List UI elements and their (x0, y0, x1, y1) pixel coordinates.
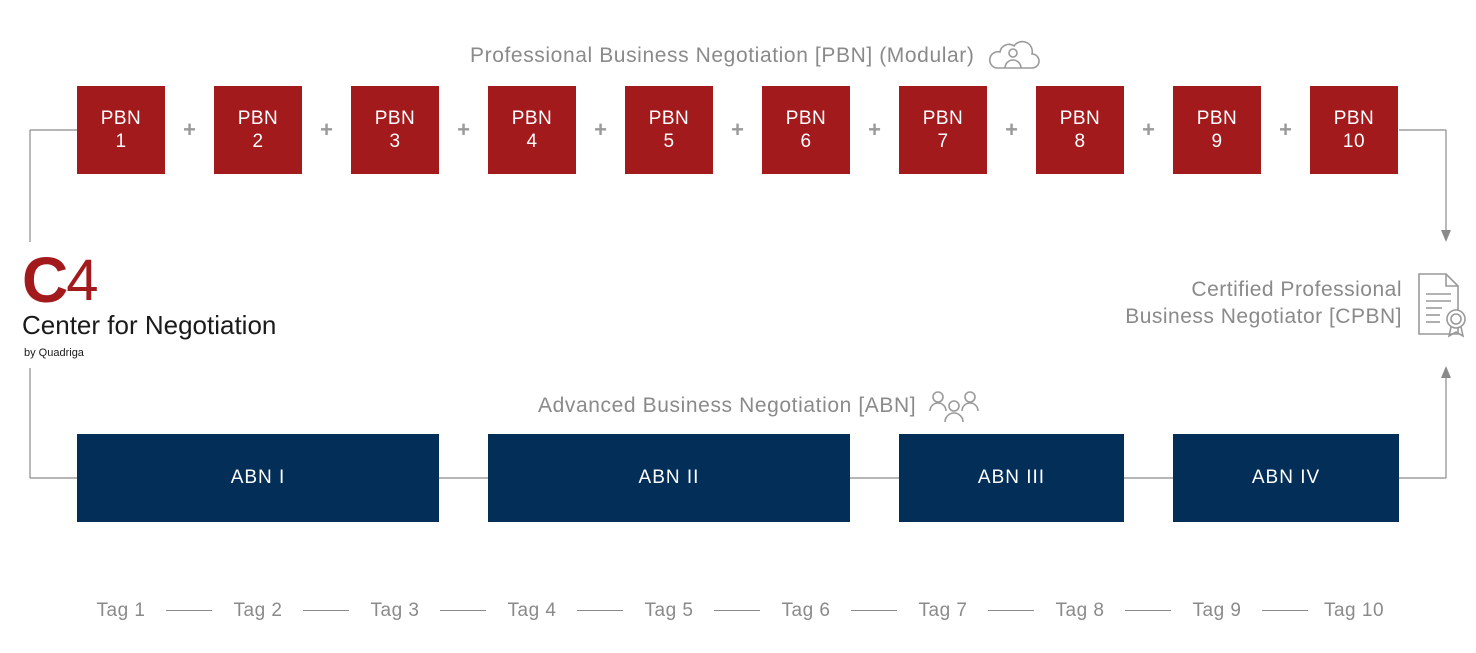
pbn-module-label: PBN (648, 108, 690, 129)
day-label-5: Tag 5 (644, 600, 694, 621)
day-label-8: Tag 8 (1055, 600, 1105, 621)
pbn-module-label: PBN (237, 108, 279, 129)
pbn-module-4: PBN 4 (488, 86, 576, 174)
pbn-module-number: 8 (1074, 131, 1086, 152)
timeline-dash (577, 610, 623, 611)
timeline-dash (1262, 610, 1308, 611)
timeline-dash (440, 610, 486, 611)
timeline-dash (1125, 610, 1171, 611)
timeline-dash (166, 610, 212, 611)
pbn-module-label: PBN (1059, 108, 1101, 129)
day-label-7: Tag 7 (918, 600, 968, 621)
pbn-module-number: 3 (389, 131, 401, 152)
timeline-dash (988, 610, 1034, 611)
pbn-module-label: PBN (922, 108, 964, 129)
pbn-module-label: PBN (511, 108, 553, 129)
plus-connector: + (320, 117, 333, 142)
pbn-module-label: PBN (374, 108, 416, 129)
pbn-module-number: 9 (1211, 131, 1223, 152)
pbn-module-number: 7 (937, 131, 949, 152)
pbn-module-number: 5 (663, 131, 675, 152)
c4-logo: C 4 Center for Negotiation by Quadriga (22, 244, 277, 359)
pbn-module-1: PBN 1 (77, 86, 165, 174)
pbn-module-label: PBN (100, 108, 142, 129)
group-people-icon (929, 391, 980, 423)
cloud-person-icon (989, 40, 1041, 69)
pbn-module-number: 10 (1342, 131, 1366, 152)
pbn-module-6: PBN 6 (762, 86, 850, 174)
timeline-dash (851, 610, 897, 611)
abn-module-3: ABN III (899, 434, 1124, 522)
arrow-up-icon (1441, 366, 1451, 378)
certification-label: Certified Professional Business Negotiat… (1125, 276, 1402, 330)
pbn-module-label: PBN (1333, 108, 1375, 129)
pbn-module-number: 6 (800, 131, 812, 152)
plus-connector: + (594, 117, 607, 142)
pbn-module-5: PBN 5 (625, 86, 713, 174)
pbn-module-label: PBN (1196, 108, 1238, 129)
certification-line-1: Certified Professional (1191, 278, 1402, 301)
plus-connector: + (1142, 117, 1155, 142)
day-label-9: Tag 9 (1192, 600, 1242, 621)
logo-name: Center for Negotiation (22, 310, 277, 340)
day-label-10: Tag 10 (1323, 600, 1385, 621)
abn-module-4: ABN IV (1173, 434, 1399, 522)
certification-line-2: Business Negotiator [CPBN] (1125, 305, 1402, 328)
day-label-6: Tag 6 (781, 600, 831, 621)
abn-title: Advanced Business Negotiation [ABN] (538, 389, 980, 423)
logo-mark-number: 4 (66, 248, 99, 313)
day-label-3: Tag 3 (370, 600, 420, 621)
plus-connector: + (183, 117, 196, 142)
plus-connector: + (1279, 117, 1292, 142)
pbn-module-label: PBN (785, 108, 827, 129)
timeline-dash (303, 610, 349, 611)
day-label-2: Tag 2 (233, 600, 283, 621)
timeline-dash (714, 610, 760, 611)
plus-connector: + (1005, 117, 1018, 142)
abn-module-1: ABN I (77, 434, 439, 522)
pbn-module-number: 1 (115, 131, 127, 152)
pbn-module-7: PBN 7 (899, 86, 987, 174)
abn-module-2: ABN II (488, 434, 850, 522)
day-label-4: Tag 4 (507, 600, 557, 621)
logo-mark-letter: C (22, 244, 68, 316)
plus-connector: + (731, 117, 744, 142)
pbn-module-8: PBN 8 (1036, 86, 1124, 174)
logo-subtitle: by Quadriga (24, 347, 84, 359)
pbn-module-number: 2 (252, 131, 264, 152)
pbn-module-9: PBN 9 (1173, 86, 1261, 174)
pbn-title: Professional Business Negotiation [PBN] … (470, 40, 1041, 72)
pbn-title-text: Professional Business Negotiation [PBN] … (470, 44, 975, 67)
pbn-module-3: PBN 3 (351, 86, 439, 174)
pbn-module-10: PBN 10 (1310, 86, 1398, 174)
abn-title-text: Advanced Business Negotiation [ABN] (538, 394, 917, 417)
pbn-module-number: 4 (526, 131, 538, 152)
day-label-1: Tag 1 (96, 600, 146, 621)
certificate-document-icon (1418, 273, 1466, 338)
plus-connector: + (457, 117, 470, 142)
arrow-down-icon (1441, 230, 1451, 242)
plus-connector: + (868, 117, 881, 142)
pbn-module-2: PBN 2 (214, 86, 302, 174)
logo-mark: C 4 (22, 244, 276, 316)
